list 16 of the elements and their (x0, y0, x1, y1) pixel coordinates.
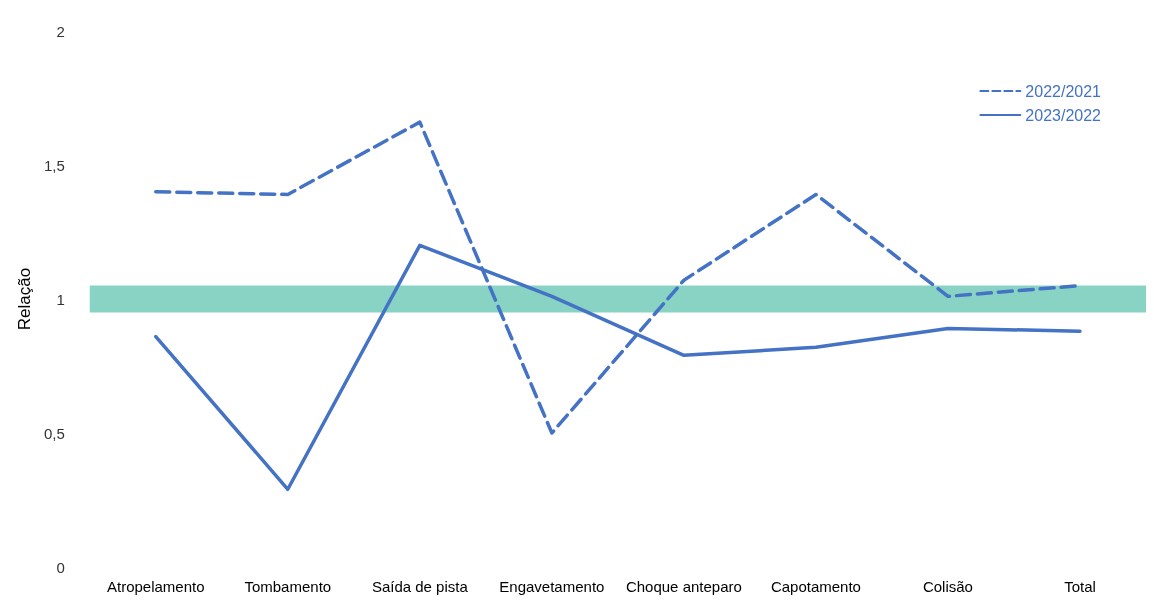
y-axis-title: Relação (15, 267, 34, 331)
legend-label: 2023/2022 (1025, 106, 1102, 124)
x-tick-label: Capotamento (770, 578, 861, 595)
y-tick-label: 0,5 (43, 424, 65, 442)
x-tick-label: Colisão (922, 578, 973, 595)
x-tick-label: Saída de pista (371, 578, 469, 595)
x-tick-label: Tombamento (244, 578, 332, 595)
y-tick-label: 1,5 (43, 156, 65, 174)
y-tick-label: 2 (56, 22, 65, 40)
x-tick-label: Engavetamento (499, 578, 605, 595)
x-tick-label: Choque anteparo (625, 578, 742, 595)
y-tick-label: 0 (56, 558, 65, 576)
x-tick-label: Atropelamento (106, 578, 205, 595)
x-tick-label: Total (1064, 578, 1096, 595)
legend-label: 2022/2021 (1025, 82, 1102, 100)
y-tick-label: 1 (56, 290, 65, 308)
